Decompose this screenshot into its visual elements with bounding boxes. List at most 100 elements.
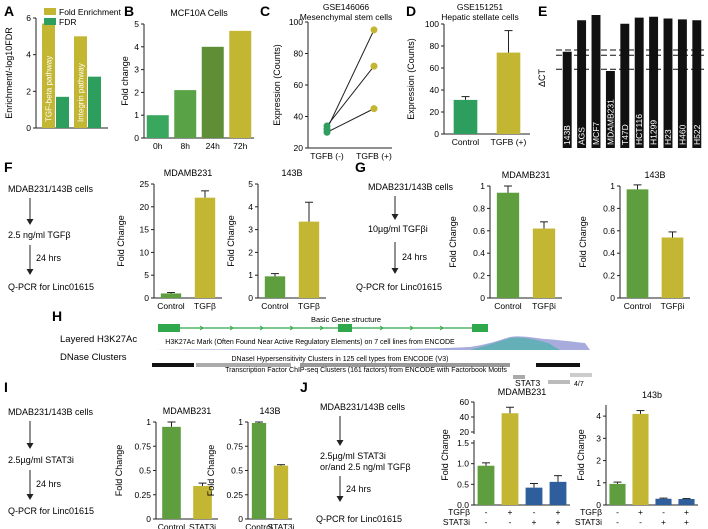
x-tick-label: TGFβ xyxy=(298,301,320,311)
bar xyxy=(591,15,601,148)
y-tick-label: 10 xyxy=(140,247,150,257)
y-tick-label: 0.6 xyxy=(473,226,485,236)
bar xyxy=(88,76,101,128)
y-axis-label: Fold Change xyxy=(576,429,586,481)
x-tick-label: TGFβi xyxy=(661,301,685,311)
workflow-step: 24 hrs xyxy=(36,253,62,263)
bar xyxy=(42,23,55,128)
point-after xyxy=(370,62,378,70)
dnase-cluster-3 xyxy=(300,363,510,367)
chart-g2: 0 0.2 0.4 0.6 0.8 1 Fold Change 143B Control TGFβ… xyxy=(578,170,690,311)
y-axis-label: Expression (Counts) xyxy=(272,44,282,126)
y-axis-label: Fold Change xyxy=(114,445,124,497)
y-tick-label: 3 xyxy=(596,433,601,443)
y-tick-label: 1 xyxy=(480,181,485,191)
y-tick-label: 40 xyxy=(430,85,440,95)
x-tick-label: 8h xyxy=(181,141,191,151)
x-tick-label: Control xyxy=(624,301,652,311)
dnase-cluster-2 xyxy=(196,363,291,367)
bar xyxy=(273,465,289,519)
y-tick-label: 0.4 xyxy=(603,248,615,258)
bar xyxy=(549,481,567,505)
y-tick-label: 0 xyxy=(144,293,149,303)
bar xyxy=(649,16,659,148)
bar-inner-label: HCT116 xyxy=(634,114,644,145)
treatment-sign: + xyxy=(684,517,689,527)
bar xyxy=(229,30,252,139)
bar xyxy=(634,17,644,148)
workflow-step: 24 hrs xyxy=(402,252,428,262)
workflow-step: 10µg/ml TGFβi xyxy=(368,224,428,234)
x-tick-label: Control xyxy=(245,522,273,529)
exon-1 xyxy=(158,324,180,332)
point-after xyxy=(370,26,378,34)
pair-line xyxy=(326,29,375,130)
treatment-sign: + xyxy=(508,507,513,517)
x-tick-label: STAT3i xyxy=(267,522,294,529)
panel-label-d: D xyxy=(406,3,416,19)
legend-swatch xyxy=(44,8,56,15)
arrow-head xyxy=(391,268,399,274)
panel-label-i: I xyxy=(4,379,8,395)
treatment-sign: - xyxy=(616,517,619,527)
x-tick-label: TGFB (+) xyxy=(356,151,392,161)
chart-subtitle: Mesenchymal stem cells xyxy=(300,12,393,22)
y-tick-label: 60 xyxy=(460,397,470,407)
strand-arrows xyxy=(199,325,444,331)
arrow-head xyxy=(26,494,34,500)
h3k27ac-signal-2 xyxy=(470,337,560,350)
x-tick-label: Control xyxy=(261,301,289,311)
bar xyxy=(577,20,587,148)
bar xyxy=(174,90,197,138)
panel-label-c: C xyxy=(260,3,270,19)
bar xyxy=(74,36,87,129)
chart-title: GSE146066 xyxy=(323,2,370,12)
y-tick-label: 2 xyxy=(596,456,601,466)
workflow-step: Q-PCR for Linc01615 xyxy=(8,506,94,516)
bar xyxy=(655,498,672,505)
treatment-label: STAT3i xyxy=(575,517,602,527)
y-tick-label: 6 xyxy=(26,13,31,23)
chart-f1: 0 5 10 15 20 25 Fold Change MDAMB231 Control TGFβ xyxy=(116,168,222,311)
bar xyxy=(298,221,320,298)
y-tick-label: 0.5 xyxy=(457,479,469,489)
y-tick-label: 1 xyxy=(146,417,151,427)
track-tfbs-caption: Transcription Factor ChIP-seq Clusters (… xyxy=(225,367,507,374)
bar xyxy=(605,71,615,148)
x-tick-label: TGFβ xyxy=(194,301,216,311)
bar xyxy=(562,51,572,148)
y-tick-label: 1 xyxy=(248,270,253,280)
x-tick-label: TGFβi xyxy=(532,301,556,311)
bar xyxy=(501,413,519,505)
y-tick-label: 0.2 xyxy=(603,271,615,281)
tfbs-box-2 xyxy=(570,373,592,377)
arrow-head xyxy=(336,496,344,502)
bar xyxy=(678,499,695,505)
bar xyxy=(264,276,286,298)
arrow-head xyxy=(336,440,344,446)
y-tick-label: 0.75 xyxy=(226,441,243,451)
y-tick-label: 0.25 xyxy=(134,490,151,500)
gene-structure-label: Basic Gene structure xyxy=(311,315,381,324)
y-tick-label: 0 xyxy=(238,514,243,524)
y-tick-label: 25 xyxy=(140,179,150,189)
arrow-head xyxy=(26,219,34,225)
arrow-head xyxy=(391,214,399,220)
treatment-label: TGFβ xyxy=(580,507,602,517)
dnase-cluster-4 xyxy=(536,363,580,367)
y-tick-label: 0.5 xyxy=(231,466,243,476)
workflow-step: 2.5µg/ml STAT3i xyxy=(320,451,386,461)
y-tick-label: 0 xyxy=(248,293,253,303)
pair-line xyxy=(326,108,375,133)
bar xyxy=(663,18,673,148)
track-dnase-label: DNase Clusters xyxy=(60,352,127,363)
arrow-head xyxy=(26,443,34,449)
y-tick-label: 0.8 xyxy=(473,203,485,213)
y-axis-label: Fold Change xyxy=(116,215,126,267)
bar-inner-label: H23 xyxy=(663,129,673,145)
treatment-sign: - xyxy=(616,507,619,517)
